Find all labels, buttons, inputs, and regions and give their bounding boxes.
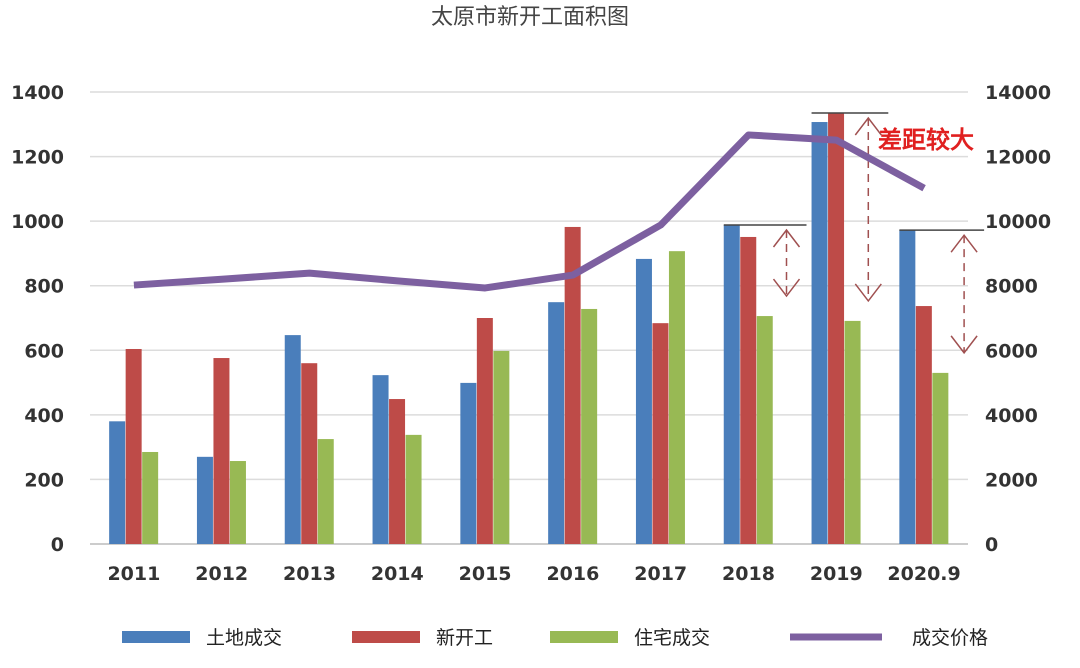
bar-住宅成交-2017 [668, 251, 685, 544]
annotations [723, 112, 985, 355]
x-tick-label: 2014 [371, 563, 424, 585]
legend-swatch [352, 631, 420, 643]
bar-住宅成交-2016 [581, 308, 598, 544]
y-axis-left: 0 200 400 600 800 1000 1200 1400 [11, 82, 64, 556]
y2-tick-label: 8000 [985, 276, 1038, 298]
legend-label: 成交价格 [912, 627, 988, 649]
bar-土地成交-2020.9 [899, 230, 916, 544]
bar-新开工-2012 [213, 358, 230, 544]
bar-新开工-2017 [652, 323, 669, 544]
y-tick-label: 600 [24, 340, 64, 362]
y2-tick-label: 0 [985, 534, 998, 556]
x-axis: 2011 2012 2013 2014 2015 2016 2017 2018 2019 2020… [107, 563, 960, 585]
x-tick-label: 2011 [107, 563, 160, 585]
arrow-down-icon [950, 335, 978, 355]
x-tick-label: 2018 [722, 563, 775, 585]
legend-label: 土地成交 [206, 627, 282, 649]
y-tick-label: 0 [51, 534, 64, 556]
bar-新开工-2011 [125, 348, 142, 544]
legend-label: 新开工 [436, 627, 493, 649]
chart-title: 太原市新开工面积图 [431, 5, 629, 30]
y-tick-label: 1000 [11, 211, 64, 233]
arrow-up-icon [772, 228, 801, 248]
arrow-down-icon [854, 283, 882, 303]
bar-住宅成交-2012 [229, 461, 246, 544]
bar-土地成交-2012 [196, 456, 213, 544]
price-line [133, 131, 926, 292]
y2-tick-label: 6000 [985, 340, 1038, 362]
bar-土地成交-2018 [723, 225, 740, 544]
bar-土地成交-2014 [372, 375, 389, 544]
bar-住宅成交-2013 [317, 439, 334, 544]
x-tick-label: 2012 [195, 563, 248, 585]
bar-新开工-2013 [301, 363, 318, 544]
y2-tick-label: 4000 [985, 405, 1038, 427]
bar-住宅成交-2014 [405, 434, 422, 544]
arrow-up-icon [950, 233, 978, 253]
x-tick-label: 2016 [546, 563, 599, 585]
bar-住宅成交-2020.9 [932, 372, 949, 544]
legend-swatch [122, 631, 190, 643]
bar-土地成交-2019 [811, 122, 828, 545]
y2-tick-label: 12000 [985, 147, 1051, 169]
bar-住宅成交-2018 [756, 316, 773, 544]
x-tick-label: 2019 [810, 563, 863, 585]
y2-tick-label: 10000 [985, 211, 1051, 233]
x-tick-label: 2013 [283, 563, 336, 585]
y-tick-label: 200 [24, 469, 64, 491]
arrow-down-icon [772, 278, 801, 298]
bar-住宅成交-2011 [142, 451, 159, 544]
x-tick-label: 2020.9 [887, 563, 960, 585]
y-tick-label: 400 [24, 405, 64, 427]
bar-住宅成交-2015 [493, 350, 510, 544]
annotation-text: 差距较大 [878, 126, 974, 154]
bar-新开工-2018 [740, 236, 757, 544]
bar-土地成交-2015 [460, 382, 477, 544]
bars [109, 112, 949, 545]
y-tick-label: 1200 [11, 147, 64, 169]
legend-label: 住宅成交 [634, 627, 710, 649]
y-tick-label: 1400 [11, 82, 64, 104]
y2-tick-label: 14000 [985, 82, 1051, 104]
bar-新开工-2016 [564, 226, 581, 544]
line-成交价格 [133, 131, 926, 292]
bar-新开工-2015 [476, 318, 493, 544]
bar-住宅成交-2019 [844, 320, 861, 544]
y-axis-right: 0 2000 4000 6000 8000 10000 12000 14000 [985, 82, 1051, 556]
legend: 土地成交 新开工 住宅成交 成交价格 [122, 627, 988, 649]
bar-新开工-2019 [828, 112, 845, 544]
bar-新开工-2014 [389, 399, 406, 544]
arrow-up-icon [854, 116, 882, 136]
y-tick-label: 800 [24, 276, 64, 298]
x-tick-label: 2017 [634, 563, 687, 585]
bar-土地成交-2011 [109, 421, 126, 544]
legend-swatch [550, 631, 618, 643]
bar-新开工-2020.9 [915, 306, 932, 544]
bar-土地成交-2017 [635, 258, 652, 544]
bar-土地成交-2016 [548, 302, 565, 544]
bar-土地成交-2013 [284, 335, 301, 544]
x-tick-label: 2015 [459, 563, 512, 585]
y2-tick-label: 2000 [985, 469, 1038, 491]
